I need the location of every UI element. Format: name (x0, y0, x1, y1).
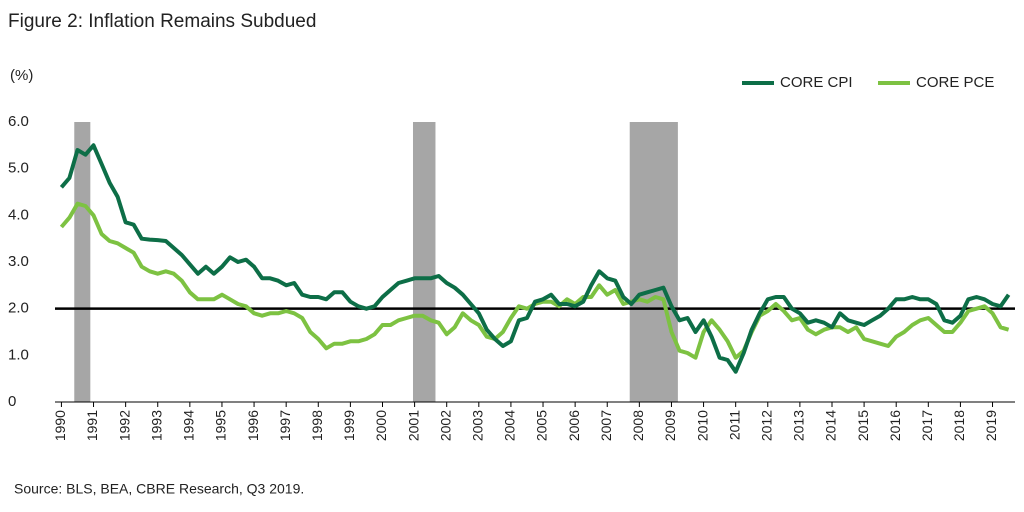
series-line (59, 201, 1010, 360)
x-tick-label: 2016 (887, 410, 903, 441)
x-tick-label: 2003 (470, 410, 486, 441)
x-tick-label: 1995 (213, 410, 229, 441)
x-tick-label: 1996 (245, 410, 261, 441)
series-line (59, 143, 1011, 374)
x-tick-label: 1999 (341, 410, 357, 441)
x-tick-label: 2017 (919, 410, 935, 441)
x-tick-label: 2004 (502, 410, 518, 441)
x-tick-label: 2010 (694, 410, 710, 441)
x-tick-label: 2014 (823, 410, 839, 441)
legend-label: CORE PCE (916, 74, 994, 91)
y-axis-label: (%) (10, 67, 33, 84)
x-tick-label: 2019 (983, 410, 999, 441)
x-tick-label: 2000 (373, 410, 389, 441)
x-tick-label: 1993 (148, 410, 164, 441)
x-tick-label: 1991 (84, 410, 100, 441)
x-tick-label: 2018 (951, 410, 967, 441)
x-tick-label: 2013 (791, 410, 807, 441)
x-tick-label: 2007 (598, 410, 614, 441)
source-note: Source: BLS, BEA, CBRE Research, Q3 2019… (14, 481, 304, 497)
x-tick-label: 1994 (181, 410, 197, 441)
x-tick-label: 2008 (630, 410, 646, 441)
x-tick-label: 2012 (758, 410, 774, 441)
recession-band (412, 122, 436, 402)
y-tick-label: 6.0 (8, 113, 29, 130)
x-tick-label: 1997 (277, 410, 293, 441)
legend-label: CORE CPI (780, 74, 853, 91)
x-tick-label: 1992 (116, 410, 132, 441)
y-tick-label: 2.0 (8, 300, 29, 317)
y-tick-label: 0 (8, 393, 16, 410)
x-tick-label: 2001 (405, 410, 421, 441)
y-tick-label: 3.0 (8, 253, 29, 270)
x-tick-label: 1990 (52, 410, 68, 441)
chart-title: Figure 2: Inflation Remains Subdued (8, 11, 316, 32)
x-tick-label: 2015 (855, 410, 871, 441)
x-tick-label: 2002 (437, 410, 453, 441)
x-tick-label: 1998 (309, 410, 325, 441)
y-tick-label: 4.0 (8, 206, 29, 223)
x-tick-label: 2006 (566, 410, 582, 441)
recession-band (629, 122, 678, 402)
x-tick-label: 2005 (534, 410, 550, 441)
x-tick-label: 2009 (662, 410, 678, 441)
recession-band (74, 122, 91, 402)
x-tick-label: 2011 (726, 410, 742, 440)
y-tick-label: 5.0 (8, 160, 29, 177)
y-tick-label: 1.0 (8, 346, 29, 363)
